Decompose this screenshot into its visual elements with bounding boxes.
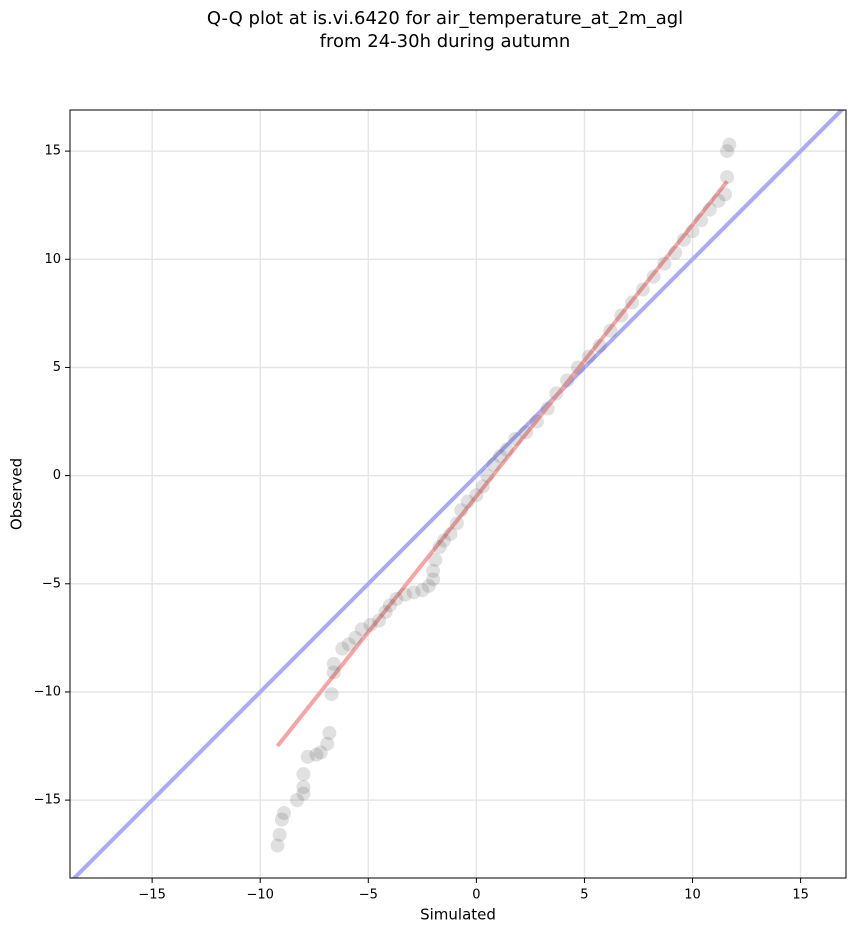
x-tick-label: 10 [684, 888, 701, 903]
point [389, 591, 404, 606]
y-tick-label: 10 [44, 252, 61, 267]
point [432, 540, 447, 555]
x-tick-label: −10 [246, 888, 273, 903]
point [581, 349, 596, 364]
point [625, 295, 640, 310]
point [421, 578, 436, 593]
point [378, 604, 393, 619]
point [276, 806, 291, 821]
point [270, 838, 285, 853]
x-tick-label: 15 [792, 888, 809, 903]
point [426, 563, 441, 578]
point [720, 144, 735, 159]
y-tick-label: −10 [34, 684, 61, 699]
point [540, 401, 555, 416]
point [702, 202, 717, 217]
plot-frame [69, 109, 847, 879]
point [560, 373, 575, 388]
point [300, 749, 315, 764]
point [309, 747, 324, 762]
point [614, 308, 629, 323]
point [274, 812, 289, 827]
point [320, 736, 335, 751]
point [326, 656, 341, 671]
point [326, 665, 341, 680]
point [296, 780, 311, 795]
point [348, 630, 363, 645]
point [549, 386, 564, 401]
point [296, 786, 311, 801]
point [415, 583, 430, 598]
point [363, 617, 378, 632]
point [443, 527, 458, 542]
point [646, 269, 661, 284]
point [406, 585, 421, 600]
x-axis-label: Simulated [420, 906, 496, 924]
point [289, 793, 304, 808]
x-tick-label: 0 [472, 888, 480, 903]
point [529, 414, 544, 429]
point [354, 622, 369, 637]
point [668, 245, 683, 260]
point [382, 598, 397, 613]
point [685, 224, 700, 239]
line [275, 180, 729, 748]
point [499, 442, 514, 457]
point [486, 457, 501, 472]
y-tick-label: 15 [44, 144, 61, 159]
point [398, 587, 413, 602]
point [570, 360, 585, 375]
point [341, 637, 356, 652]
point [694, 213, 709, 228]
line [71, 110, 845, 878]
point [322, 726, 337, 741]
point [592, 338, 607, 353]
x-tick-label: 5 [580, 888, 588, 903]
point [722, 137, 737, 152]
y-tick-label: 0 [53, 468, 61, 483]
chart-title: Q-Q plot at is.vi.6420 for air_temperatu… [207, 8, 683, 29]
point [711, 193, 726, 208]
point [460, 494, 475, 509]
point [676, 232, 691, 247]
point [313, 745, 328, 760]
point [508, 431, 523, 446]
y-axis-label: Observed [8, 458, 26, 530]
point [428, 552, 443, 567]
y-tick-label: −5 [42, 576, 61, 591]
point [372, 613, 387, 628]
point [519, 425, 534, 440]
point [635, 282, 650, 297]
point [324, 687, 339, 702]
point [657, 256, 672, 271]
point [493, 449, 508, 464]
point [296, 767, 311, 782]
point [272, 827, 287, 842]
chart-title: from 24-30h during autumn [320, 31, 571, 52]
point [475, 479, 490, 494]
y-tick-label: 5 [53, 360, 61, 375]
x-tick-label: −15 [138, 888, 165, 903]
point [335, 641, 350, 656]
x-tick-label: −5 [359, 888, 378, 903]
point [436, 533, 451, 548]
point [469, 488, 484, 503]
point [454, 503, 469, 518]
y-tick-label: −15 [34, 793, 61, 808]
point [449, 516, 464, 531]
point [426, 572, 441, 587]
point [480, 468, 495, 483]
point [717, 187, 732, 202]
point [720, 170, 735, 185]
plot-area [71, 110, 845, 878]
point [603, 323, 618, 338]
